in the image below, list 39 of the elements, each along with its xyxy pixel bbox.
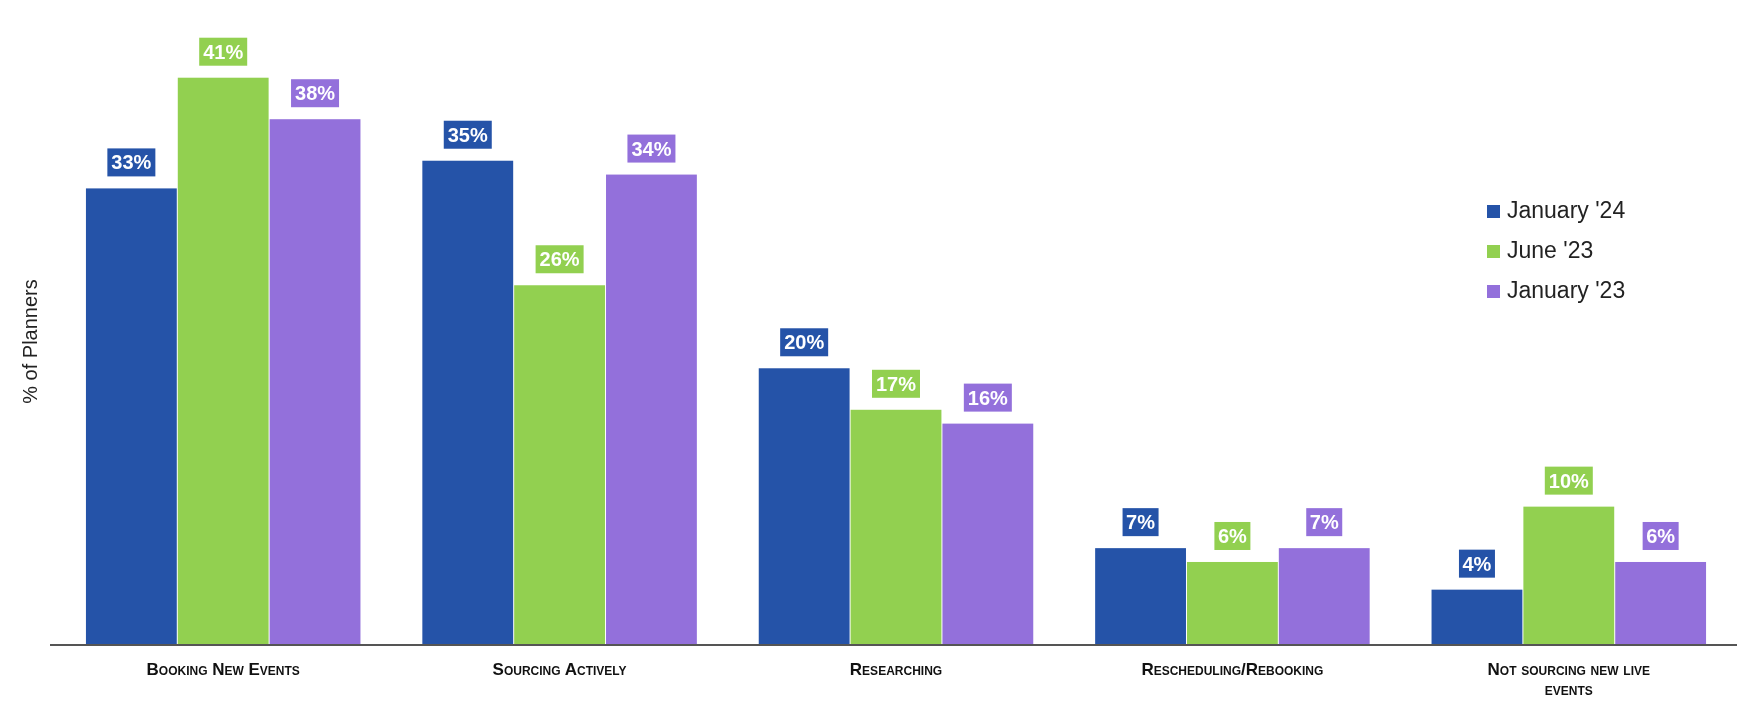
x-tick-label: Booking New Events bbox=[146, 660, 300, 679]
x-tick-label: Not sourcing new live events bbox=[1487, 660, 1651, 699]
legend-label: June '23 bbox=[1507, 237, 1594, 263]
bar bbox=[269, 119, 361, 645]
bar bbox=[1615, 561, 1707, 645]
legend-label: January '23 bbox=[1507, 277, 1626, 303]
data-label: 6% bbox=[1646, 524, 1676, 547]
bar bbox=[1431, 589, 1523, 645]
data-label: 20% bbox=[784, 331, 825, 354]
legend-label: January '24 bbox=[1507, 197, 1626, 223]
bar bbox=[514, 285, 606, 645]
bar bbox=[758, 368, 850, 645]
data-label: 4% bbox=[1462, 552, 1492, 575]
bar bbox=[1095, 548, 1186, 645]
data-label: 34% bbox=[631, 137, 672, 160]
data-label: 10% bbox=[1548, 469, 1590, 492]
x-tick-label: Rescheduling/Rebooking bbox=[1141, 660, 1324, 679]
x-tick-label: Researching bbox=[849, 660, 943, 679]
x-tick-label: Sourcing Actively bbox=[492, 660, 627, 679]
bar bbox=[1186, 561, 1278, 645]
y-axis-title: % of Planners bbox=[19, 279, 41, 404]
data-label: 16% bbox=[967, 386, 1009, 409]
bar bbox=[1523, 506, 1615, 645]
bar bbox=[422, 160, 514, 645]
data-label: 7% bbox=[1309, 511, 1339, 534]
data-label: 38% bbox=[295, 82, 336, 105]
data-label: 35% bbox=[447, 123, 488, 146]
data-label: 33% bbox=[111, 151, 152, 174]
data-label: 17% bbox=[875, 372, 917, 395]
data-label: 6% bbox=[1217, 524, 1248, 547]
bar bbox=[850, 409, 942, 645]
bar bbox=[942, 423, 1034, 645]
bar bbox=[85, 188, 177, 645]
bar bbox=[177, 77, 269, 645]
data-label: 41% bbox=[203, 40, 244, 63]
bar bbox=[1278, 548, 1370, 645]
data-label: 7% bbox=[1126, 511, 1156, 534]
bar bbox=[606, 174, 697, 645]
data-label: 26% bbox=[539, 248, 580, 271]
